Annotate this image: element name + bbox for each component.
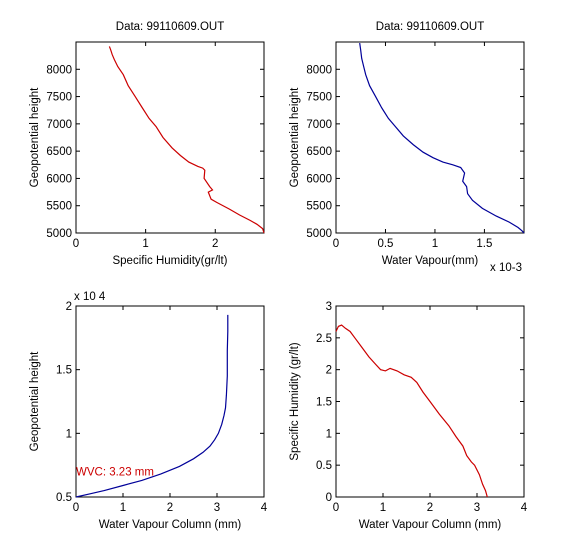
y-tick-label: 2.5 bbox=[316, 333, 332, 345]
y-tick-label: 1.5 bbox=[56, 365, 72, 377]
x-tick-label: 1 bbox=[432, 238, 438, 250]
y-tick-label: 5000 bbox=[46, 228, 72, 240]
y-tick-label: 6500 bbox=[46, 146, 72, 158]
y-multiplier: x 10 4 bbox=[74, 291, 106, 303]
x-tick-label: 1.5 bbox=[476, 238, 492, 250]
x-tick-label: 1 bbox=[142, 238, 148, 250]
x-tick-label: 1 bbox=[380, 502, 386, 514]
x-tick-label: 4 bbox=[521, 502, 528, 514]
y-tick-label: 7500 bbox=[46, 92, 72, 104]
y-tick-label: 1 bbox=[326, 428, 332, 440]
y-axis-label: Geopotential height bbox=[29, 351, 41, 452]
y-tick-label: 8000 bbox=[46, 64, 72, 76]
y-axis-label: Geopotential height bbox=[29, 87, 41, 188]
y-tick-label: 3 bbox=[326, 301, 332, 313]
x-tick-label: 0 bbox=[333, 238, 339, 250]
series-line bbox=[335, 324, 488, 498]
series-line bbox=[359, 43, 525, 234]
series-line bbox=[75, 314, 229, 498]
y-tick-label: 0 bbox=[326, 492, 332, 504]
wvc-annotation: WVC: 3.23 mm bbox=[76, 467, 154, 479]
chart-3: 0 1 2 3 4 0.5 1 1.5 2 Water Vapour Column (mm) Geo… bbox=[29, 291, 268, 531]
x-axis-label: Water Vapour(mm) bbox=[382, 255, 479, 267]
chart-2: 0 0.5 1 1.5 5000 5500 6000 6500 7000 7500 8000 Data… bbox=[289, 21, 525, 274]
x-axis-label: Water Vapour Column (mm) bbox=[99, 519, 242, 531]
x-tick-label: 3 bbox=[474, 502, 480, 514]
y-axis-label: Geopotential height bbox=[289, 87, 301, 188]
y-tick-label: 1 bbox=[66, 428, 72, 440]
y-tick-label: 5500 bbox=[306, 201, 332, 213]
y-tick-label: 7500 bbox=[306, 92, 332, 104]
x-tick-label: 2 bbox=[167, 502, 173, 514]
chart-1: 0 1 2 5000 5500 6000 6500 7000 7500 8000 Data: 991… bbox=[29, 21, 265, 267]
y-tick-label: 5500 bbox=[46, 201, 72, 213]
axes-frame bbox=[335, 41, 525, 234]
x-tick-label: 0 bbox=[73, 502, 79, 514]
x-tick-label: 4 bbox=[261, 502, 268, 514]
chart-title: Data: 99110609.OUT bbox=[116, 21, 224, 33]
y-tick-label: 5000 bbox=[306, 228, 332, 240]
y-tick-label: 0.5 bbox=[316, 460, 332, 472]
y-tick-label: 2 bbox=[326, 365, 332, 377]
y-tick-label: 6000 bbox=[46, 173, 72, 185]
chart-4: 0 1 2 3 4 0 0.5 1 1.5 2 2.5 3 Water Vapour Column (m… bbox=[289, 301, 528, 531]
x-tick-label: 0 bbox=[73, 238, 79, 250]
x-tick-label: 3 bbox=[214, 502, 220, 514]
x-tick-label: 1 bbox=[120, 502, 126, 514]
x-axis-label: Water Vapour Column (mm) bbox=[359, 519, 502, 531]
y-tick-label: 6500 bbox=[306, 146, 332, 158]
x-tick-label: 0 bbox=[333, 502, 339, 514]
y-tick-label: 6000 bbox=[306, 173, 332, 185]
y-tick-label: 1.5 bbox=[316, 397, 332, 409]
x-multiplier: x 10-3 bbox=[490, 262, 522, 274]
x-tick-label: 2 bbox=[212, 238, 218, 250]
chart-title: Data: 99110609.OUT bbox=[376, 21, 484, 33]
y-tick-label: 2 bbox=[66, 301, 72, 313]
y-axis-label: Specific Humidity (gr/lt) bbox=[289, 342, 301, 460]
y-tick-label: 0.5 bbox=[56, 492, 72, 504]
y-tick-label: 7000 bbox=[306, 119, 332, 131]
x-tick-label: 0.5 bbox=[377, 238, 393, 250]
axes-frame bbox=[75, 41, 265, 234]
y-tick-label: 8000 bbox=[306, 64, 332, 76]
series-line bbox=[108, 46, 265, 234]
x-axis-label: Specific Humidity(gr/lt) bbox=[112, 255, 227, 267]
x-tick-label: 2 bbox=[427, 502, 433, 514]
y-tick-label: 7000 bbox=[46, 119, 72, 131]
